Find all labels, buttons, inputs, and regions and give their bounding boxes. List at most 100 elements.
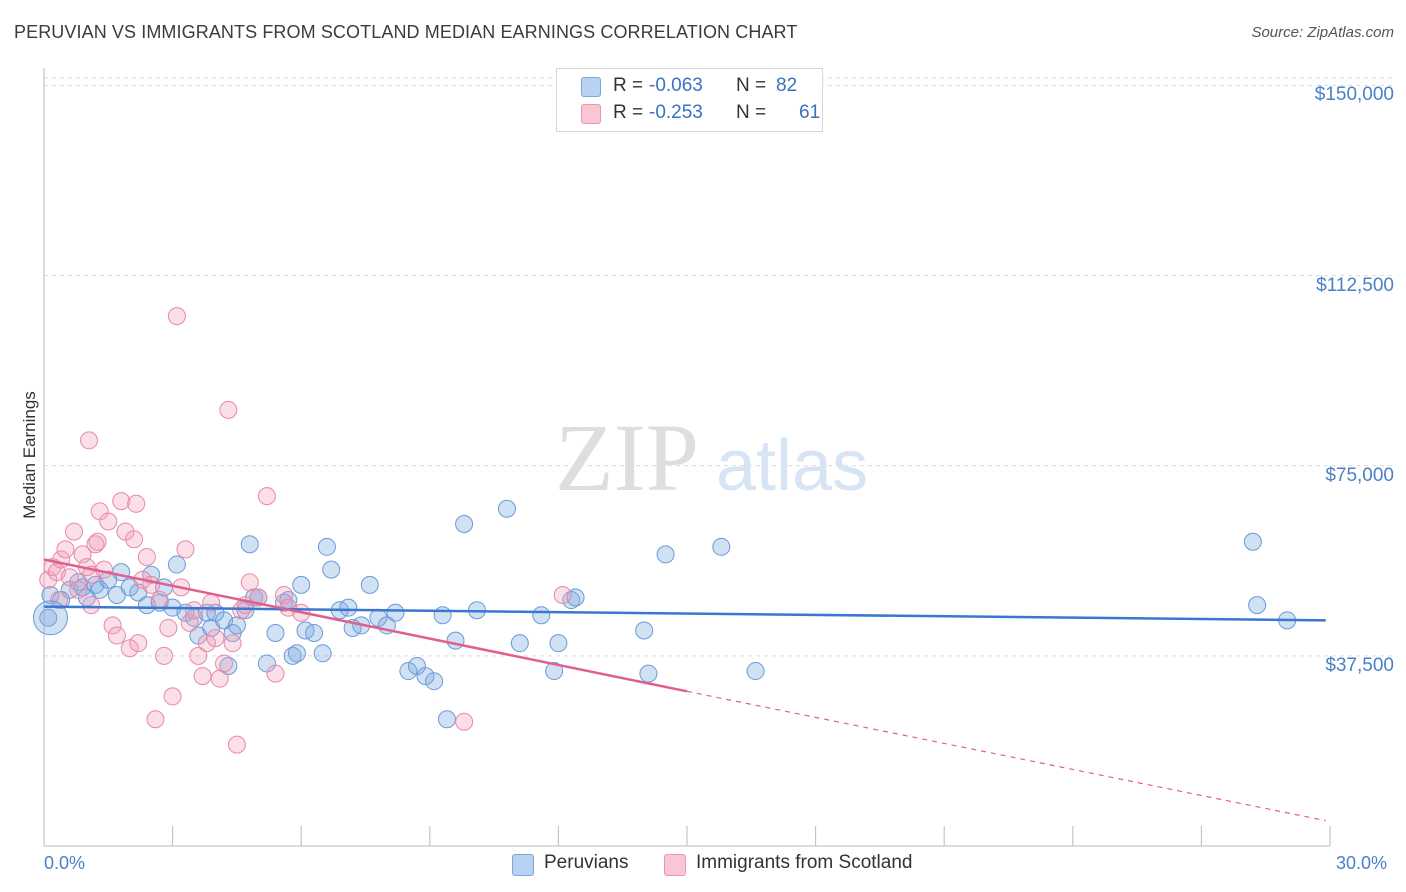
- data-point-scotland: [215, 654, 234, 673]
- legend-n-value: 82: [776, 75, 798, 96]
- data-point-scotland: [107, 626, 126, 645]
- data-point-peruvians: [287, 644, 306, 663]
- legend-r-label: R =: [613, 102, 644, 123]
- y-tick-label: $112,500: [1316, 274, 1394, 296]
- data-point-scotland: [60, 568, 79, 587]
- data-point-scotland: [137, 547, 156, 566]
- data-point-scotland: [189, 646, 208, 665]
- data-point-peruvians: [437, 710, 456, 729]
- data-point-scotland: [155, 646, 174, 665]
- data-point-peruvians: [292, 575, 311, 594]
- data-point-peruvians: [41, 585, 60, 604]
- data-point-scotland: [257, 487, 276, 506]
- chart-title: PERUVIAN VS IMMIGRANTS FROM SCOTLAND MED…: [14, 22, 798, 42]
- data-point-peruvians: [746, 662, 765, 681]
- watermark-atlas: atlas: [716, 426, 868, 506]
- data-point-peruvians: [416, 667, 435, 686]
- x-tick-label-min: 0.0%: [44, 853, 86, 873]
- data-point-peruvians: [455, 514, 474, 533]
- data-point-peruvians-large: [32, 600, 68, 636]
- legend-n-value: 61: [799, 102, 821, 123]
- data-point-peruvians: [305, 624, 324, 643]
- trend-layer: [43, 558, 1326, 822]
- data-point-peruvians: [1248, 596, 1267, 615]
- data-point-scotland: [69, 580, 88, 599]
- data-point-peruvians: [446, 631, 465, 650]
- watermark: ZIP atlas: [555, 404, 868, 511]
- data-point-scotland: [88, 532, 107, 551]
- data-point-scotland: [206, 629, 225, 648]
- legend-n-label: N =: [736, 75, 767, 96]
- data-point-scotland: [185, 601, 204, 620]
- axis-layer: [43, 68, 1331, 847]
- data-point-peruvians: [227, 616, 246, 635]
- data-point-scotland: [240, 573, 259, 592]
- data-point-scotland: [129, 634, 148, 653]
- data-point-scotland: [266, 664, 285, 683]
- data-point-scotland: [82, 596, 101, 615]
- data-point-scotland: [86, 535, 105, 554]
- data-point-scotland: [120, 639, 139, 658]
- data-point-peruvians: [386, 603, 405, 622]
- y-tick-label: $150,000: [1314, 84, 1394, 106]
- data-point-peruvians: [510, 634, 529, 653]
- data-point-peruvians: [142, 565, 161, 584]
- data-point-scotland: [193, 667, 212, 686]
- points-layer: [32, 307, 1297, 754]
- data-point-peruvians: [425, 672, 444, 691]
- data-point-peruvians: [497, 499, 516, 518]
- data-point-scotland: [163, 687, 182, 706]
- legend-r-label: R =: [613, 75, 644, 96]
- data-point-peruvians: [112, 563, 131, 582]
- data-point-peruvians: [639, 664, 658, 683]
- data-point-scotland: [159, 618, 178, 637]
- data-point-peruvians: [532, 606, 551, 625]
- bottom-legend-label: Immigrants from Scotland: [696, 852, 913, 873]
- data-point-scotland: [227, 735, 246, 754]
- data-point-peruvians: [656, 545, 675, 564]
- trend-line-peruvians: [43, 605, 1326, 622]
- data-point-scotland: [176, 540, 195, 559]
- data-point-peruvians: [545, 662, 564, 681]
- data-point-peruvians: [712, 537, 731, 556]
- data-point-peruvians: [313, 644, 332, 663]
- data-point-peruvians: [635, 621, 654, 640]
- legend-swatch-blue: [581, 77, 601, 97]
- data-point-peruvians: [433, 606, 452, 625]
- data-point-scotland: [167, 307, 186, 326]
- data-point-scotland: [455, 712, 474, 731]
- data-point-scotland: [553, 585, 572, 604]
- data-point-peruvians: [399, 662, 418, 681]
- data-point-peruvians: [317, 537, 336, 556]
- watermark-zip: ZIP: [555, 404, 699, 511]
- data-point-peruvians: [266, 624, 285, 643]
- data-point-peruvians: [167, 555, 186, 574]
- chart-source: Source: ZipAtlas.com: [1251, 24, 1394, 41]
- data-point-peruvians: [240, 535, 259, 554]
- grid-layer: [44, 77, 1394, 657]
- data-point-scotland: [223, 634, 242, 653]
- trend-line-scotland: [43, 558, 688, 693]
- x-tick-label-max: 30.0%: [1336, 853, 1388, 873]
- data-point-scotland: [125, 530, 144, 549]
- trend-line-scotland-extension: [686, 690, 1326, 822]
- data-point-scotland: [142, 575, 161, 594]
- data-point-peruvians: [339, 598, 358, 617]
- data-point-scotland: [127, 494, 146, 513]
- data-point-scotland: [146, 710, 165, 729]
- stats-legend: R = -0.063 N = 82 R = -0.253 N = 61: [556, 68, 823, 132]
- y-tick-label: $75,000: [1325, 464, 1394, 486]
- data-point-scotland: [99, 512, 118, 531]
- legend-r-value: -0.063: [649, 75, 703, 96]
- data-point-scotland: [219, 400, 238, 419]
- legend-n-label: N =: [736, 102, 767, 123]
- bottom-legend-swatch-pink: [664, 854, 686, 876]
- data-point-scotland: [210, 669, 229, 688]
- data-point-scotland: [112, 492, 131, 511]
- data-point-peruvians: [39, 608, 58, 627]
- data-point-peruvians: [1243, 532, 1262, 551]
- bottom-legend-swatch-blue: [512, 854, 534, 876]
- data-point-scotland: [50, 591, 69, 610]
- data-point-scotland: [197, 634, 216, 653]
